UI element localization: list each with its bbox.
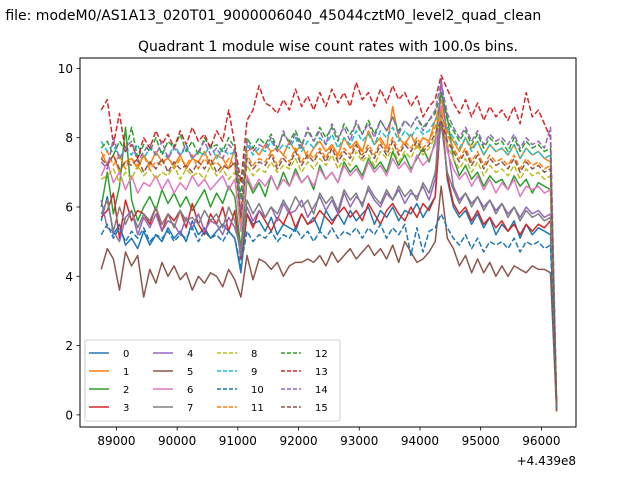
legend-box [84,339,341,422]
legend-label-11: 11 [251,403,264,414]
legend-label-8: 8 [251,349,257,360]
legend-label-3: 3 [123,403,129,414]
chart-title: Quadrant 1 module wise count rates with … [138,39,518,55]
y-tick-label: 6 [65,200,73,214]
series-lines [100,74,558,412]
x-tick-label: 96000 [522,434,560,448]
series-line-0 [100,109,558,410]
x-tick-label: 94000 [401,434,439,448]
series-line-1 [100,98,558,408]
legend-label-7: 7 [187,403,193,414]
plot-frame [79,57,577,428]
x-tick-label: 90000 [158,434,196,448]
legend-label-12: 12 [315,349,328,360]
series-line-5 [100,185,558,412]
x-tick-label: 89000 [97,434,135,448]
series-line-14 [100,81,558,405]
y-tick-label: 0 [65,408,73,422]
y-tick-label: 2 [65,339,73,353]
y-tick-label: 10 [58,62,73,76]
legend-label-6: 6 [187,385,193,396]
legend-label-1: 1 [123,367,129,378]
legend-label-13: 13 [315,367,328,378]
x-tick-label: 92000 [279,434,317,448]
x-tick-label: 91000 [219,434,257,448]
y-tick-label: 8 [65,131,73,145]
figure-suptitle: n file: modeM0/AS1A13_020T01_9000006040_… [0,8,541,24]
series-line-10 [100,213,558,408]
series-line-6 [100,105,558,408]
series-line-7 [100,123,558,408]
series-line-8 [100,116,558,405]
x-tick-label: 95000 [462,434,500,448]
series-line-11 [100,109,558,405]
legend-label-4: 4 [187,349,193,360]
axis-ticks: 89000 90000 91000 92000 93000 94000 95000 96000… [58,62,561,448]
legend-label-15: 15 [315,403,328,414]
series-line-9 [100,112,558,405]
series-line-15 [100,119,558,405]
x-offset-label: +4.439e8 [517,454,576,468]
x-tick-label: 93000 [340,434,378,448]
series-line-13 [100,74,558,405]
legend-label-10: 10 [251,385,264,396]
series-line-3 [100,112,558,412]
legend-label-0: 0 [123,349,129,360]
legend-label-5: 5 [187,367,193,378]
legend-label-14: 14 [315,385,328,396]
y-tick-label: 4 [65,270,73,284]
legend-label-9: 9 [251,367,257,378]
legend-label-2: 2 [123,385,129,396]
